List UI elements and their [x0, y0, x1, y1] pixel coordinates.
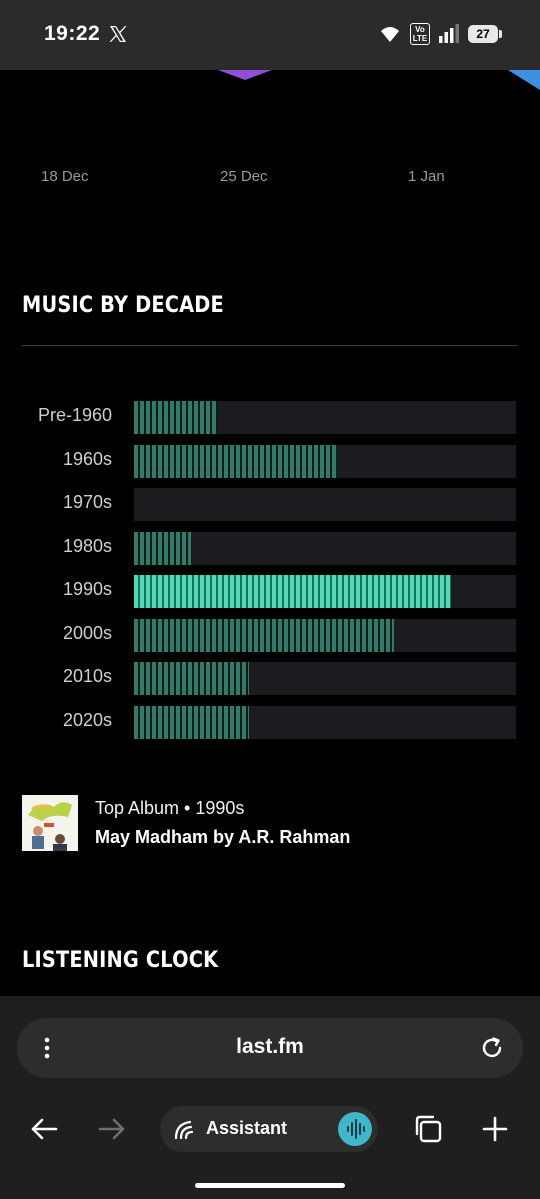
volte-badge: Vo LTE	[410, 23, 430, 45]
plus-icon[interactable]	[482, 1116, 508, 1142]
wifi-icon	[381, 27, 399, 42]
decade-bar-track	[134, 662, 516, 695]
decade-bar-track	[134, 618, 516, 652]
decade-label: 2010s	[62, 666, 112, 686]
chart-mark-purple	[218, 70, 272, 80]
volte-bottom: LTE	[412, 34, 428, 43]
decade-bar	[134, 575, 451, 608]
decade-bar-track	[134, 575, 516, 608]
volte-top: Vo	[415, 25, 425, 34]
menu-dots-icon[interactable]	[40, 1036, 54, 1060]
forward-arrow-icon[interactable]	[98, 1116, 126, 1142]
decade-row: 1960s	[0, 444, 540, 479]
back-arrow-icon[interactable]	[30, 1116, 58, 1142]
status-icons: Vo LTE 27	[378, 22, 502, 46]
decade-label: 1980s	[62, 535, 112, 556]
decade-bar-track	[134, 705, 516, 739]
signal-icon	[439, 24, 459, 43]
reload-icon[interactable]	[479, 1035, 505, 1061]
decade-bar	[134, 705, 249, 739]
voice-icon	[347, 1119, 365, 1139]
scrobble-chart-remnant	[218, 70, 540, 90]
decade-row: 1980s	[0, 531, 540, 566]
decade-bar	[134, 531, 191, 565]
battery-icon: 27	[468, 25, 502, 43]
assistant-icon	[174, 1120, 194, 1140]
date-label: 1 Jan	[408, 168, 445, 185]
decade-row: Pre-1960	[0, 401, 540, 435]
status-bar: 19:22 Vo LTE 27	[0, 0, 540, 70]
decade-label: 2000s	[62, 622, 112, 643]
assistant-label: Assistant	[206, 1118, 288, 1138]
decade-row: 1970s	[0, 488, 540, 522]
status-time: 19:22	[44, 22, 101, 45]
decade-bar-track	[134, 444, 516, 478]
decade-label: 1960s	[62, 448, 112, 469]
decade-bar	[134, 618, 394, 652]
album-art[interactable]	[22, 795, 78, 851]
voice-button[interactable]	[338, 1112, 372, 1146]
url-text[interactable]: last.fm	[236, 1035, 304, 1058]
section-title-listening-clock: LISTENING CLOCK	[22, 948, 219, 973]
decade-row: 2010s	[0, 662, 540, 696]
date-label: 25 Dec	[220, 168, 268, 185]
decade-bar-track	[134, 531, 516, 565]
divider	[22, 345, 518, 346]
decade-row: 2020s	[0, 705, 540, 740]
chart-mark-blue	[508, 70, 540, 90]
decade-label: 1990s	[62, 579, 112, 599]
top-album-title[interactable]: May Madham by A.R. Rahman	[95, 827, 351, 847]
x-logo-icon	[109, 26, 127, 42]
album-cover-image	[22, 795, 78, 851]
decade-bar	[134, 401, 218, 434]
decade-row: 1990s	[0, 575, 540, 609]
date-label: 18 Dec	[41, 168, 89, 185]
decade-label: 2020s	[62, 709, 112, 730]
address-bar[interactable]	[17, 1018, 523, 1078]
home-indicator[interactable]	[195, 1183, 345, 1188]
decade-label: 1970s	[62, 492, 112, 512]
decade-label: Pre-1960	[37, 405, 112, 425]
decade-bar-track	[134, 401, 516, 434]
decade-row: 2000s	[0, 618, 540, 653]
top-album-label: Top Album • 1990s	[95, 798, 245, 818]
decade-bar	[134, 444, 336, 478]
decade-bar-track	[134, 488, 516, 521]
tabs-icon[interactable]	[413, 1114, 443, 1144]
section-title-music-by-decade: MUSIC BY DECADE	[22, 293, 224, 318]
decade-bar	[134, 662, 249, 695]
